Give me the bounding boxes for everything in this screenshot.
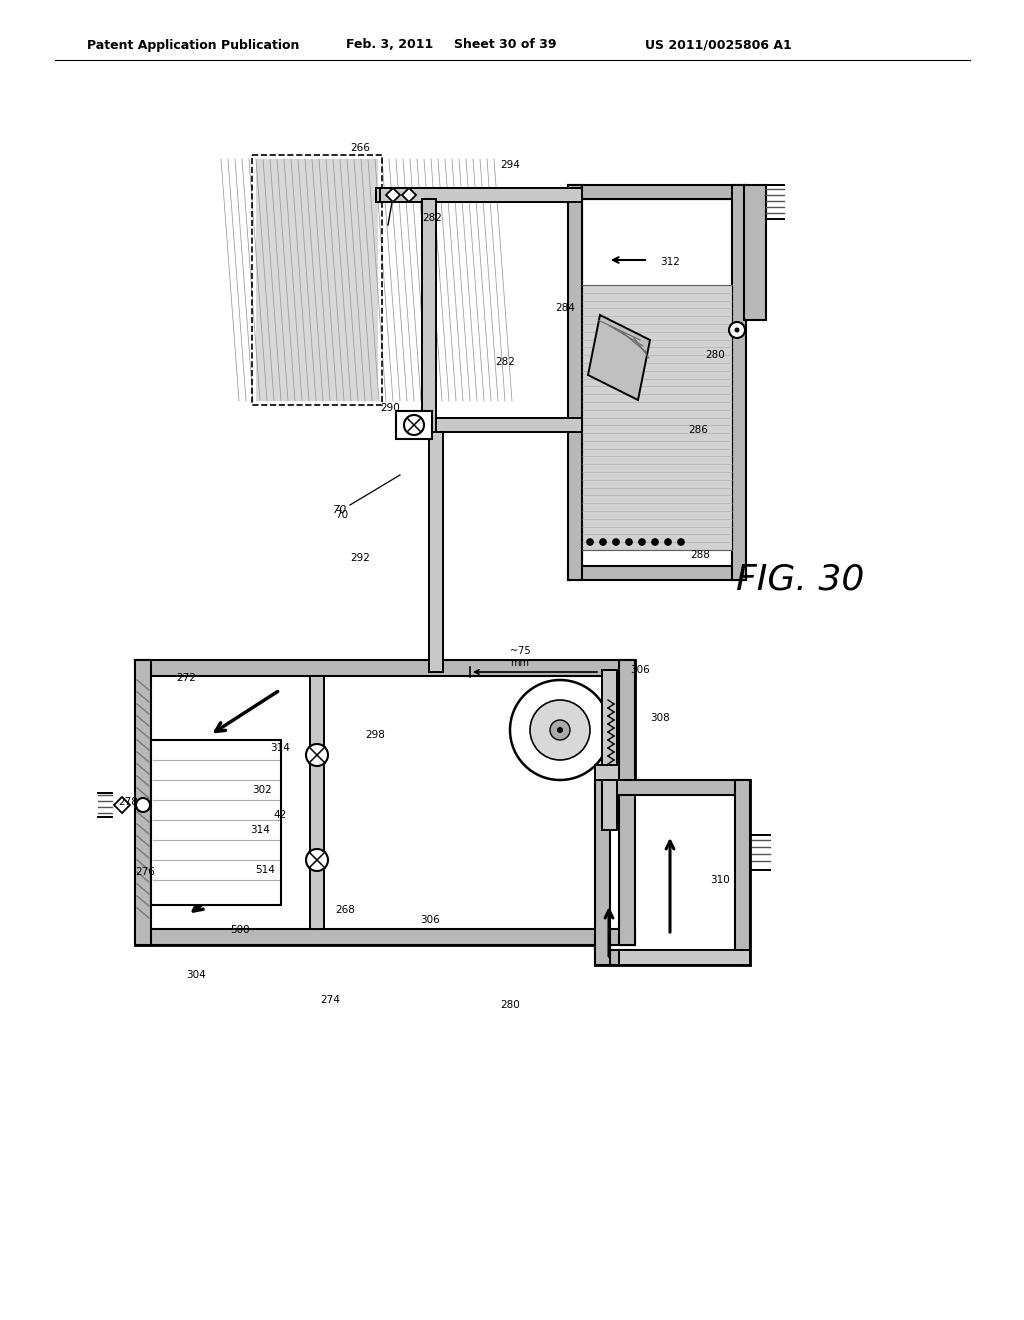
- Circle shape: [550, 719, 570, 741]
- Circle shape: [627, 539, 632, 545]
- Circle shape: [587, 539, 593, 545]
- Bar: [568, 566, 746, 579]
- Text: 514: 514: [255, 865, 274, 875]
- Text: 280: 280: [706, 350, 725, 360]
- Polygon shape: [114, 797, 130, 813]
- Bar: [151, 741, 281, 906]
- Text: Feb. 3, 2011: Feb. 3, 2011: [346, 38, 433, 51]
- Text: 280: 280: [500, 1001, 520, 1010]
- Bar: [396, 411, 432, 440]
- Bar: [618, 950, 750, 965]
- Bar: [568, 185, 582, 579]
- Bar: [595, 780, 610, 965]
- Circle shape: [639, 539, 645, 545]
- Text: Sheet 30 of 39: Sheet 30 of 39: [454, 38, 556, 51]
- Circle shape: [404, 414, 424, 436]
- Bar: [595, 766, 618, 780]
- Circle shape: [306, 849, 328, 871]
- Text: 268: 268: [335, 906, 355, 915]
- Text: 306: 306: [420, 915, 440, 925]
- Polygon shape: [588, 315, 650, 400]
- Bar: [135, 660, 635, 676]
- Text: 266: 266: [350, 143, 370, 153]
- Text: 70: 70: [333, 506, 347, 515]
- Text: 304: 304: [186, 970, 206, 979]
- Text: 274: 274: [321, 995, 340, 1005]
- Text: Patent Application Publication: Patent Application Publication: [87, 38, 299, 51]
- Circle shape: [734, 327, 739, 333]
- Text: FIG. 30: FIG. 30: [736, 564, 864, 597]
- Text: 272: 272: [176, 673, 196, 682]
- Bar: [135, 660, 635, 945]
- Circle shape: [678, 539, 684, 545]
- Text: 308: 308: [650, 713, 670, 723]
- Circle shape: [306, 744, 328, 766]
- Text: 302: 302: [252, 785, 272, 795]
- Text: US 2011/0025806 A1: US 2011/0025806 A1: [645, 38, 792, 51]
- Circle shape: [557, 727, 563, 733]
- Bar: [735, 780, 750, 965]
- Bar: [732, 185, 746, 579]
- Circle shape: [729, 322, 745, 338]
- Text: 298: 298: [366, 730, 385, 741]
- Text: 70: 70: [336, 510, 348, 520]
- Bar: [422, 199, 436, 432]
- Bar: [618, 660, 635, 945]
- Bar: [602, 671, 617, 830]
- Bar: [135, 929, 635, 945]
- Bar: [744, 185, 766, 319]
- Text: 290: 290: [380, 403, 400, 413]
- Bar: [595, 780, 750, 965]
- Bar: [429, 432, 443, 672]
- Circle shape: [510, 680, 610, 780]
- Bar: [595, 950, 750, 965]
- Bar: [380, 187, 582, 202]
- Bar: [582, 285, 732, 550]
- Text: ~75
mm: ~75 mm: [510, 647, 530, 668]
- Text: 284: 284: [555, 304, 574, 313]
- Text: 282: 282: [422, 213, 442, 223]
- Text: 294: 294: [500, 160, 520, 170]
- Text: 312: 312: [660, 257, 680, 267]
- Circle shape: [136, 799, 150, 812]
- Bar: [135, 660, 151, 945]
- Text: 278: 278: [118, 797, 138, 807]
- Text: 42: 42: [273, 810, 287, 820]
- Text: 314: 314: [270, 743, 290, 752]
- Text: 276: 276: [135, 867, 155, 876]
- Bar: [582, 199, 732, 566]
- Circle shape: [530, 700, 590, 760]
- Text: 500: 500: [230, 925, 250, 935]
- Bar: [595, 780, 750, 795]
- Circle shape: [600, 539, 606, 545]
- Circle shape: [666, 539, 671, 545]
- Bar: [256, 158, 378, 401]
- Bar: [376, 187, 568, 202]
- Bar: [310, 676, 324, 929]
- Polygon shape: [386, 187, 400, 202]
- Bar: [568, 185, 746, 199]
- Bar: [432, 418, 582, 432]
- Text: 310: 310: [710, 875, 730, 884]
- Text: 286: 286: [688, 425, 708, 436]
- Text: 292: 292: [350, 553, 370, 564]
- Bar: [252, 154, 382, 405]
- Circle shape: [652, 539, 657, 545]
- Circle shape: [613, 539, 618, 545]
- Text: 282: 282: [495, 356, 515, 367]
- Polygon shape: [402, 187, 416, 202]
- Text: 306: 306: [630, 665, 650, 675]
- Text: 288: 288: [690, 550, 710, 560]
- Text: 314: 314: [250, 825, 270, 836]
